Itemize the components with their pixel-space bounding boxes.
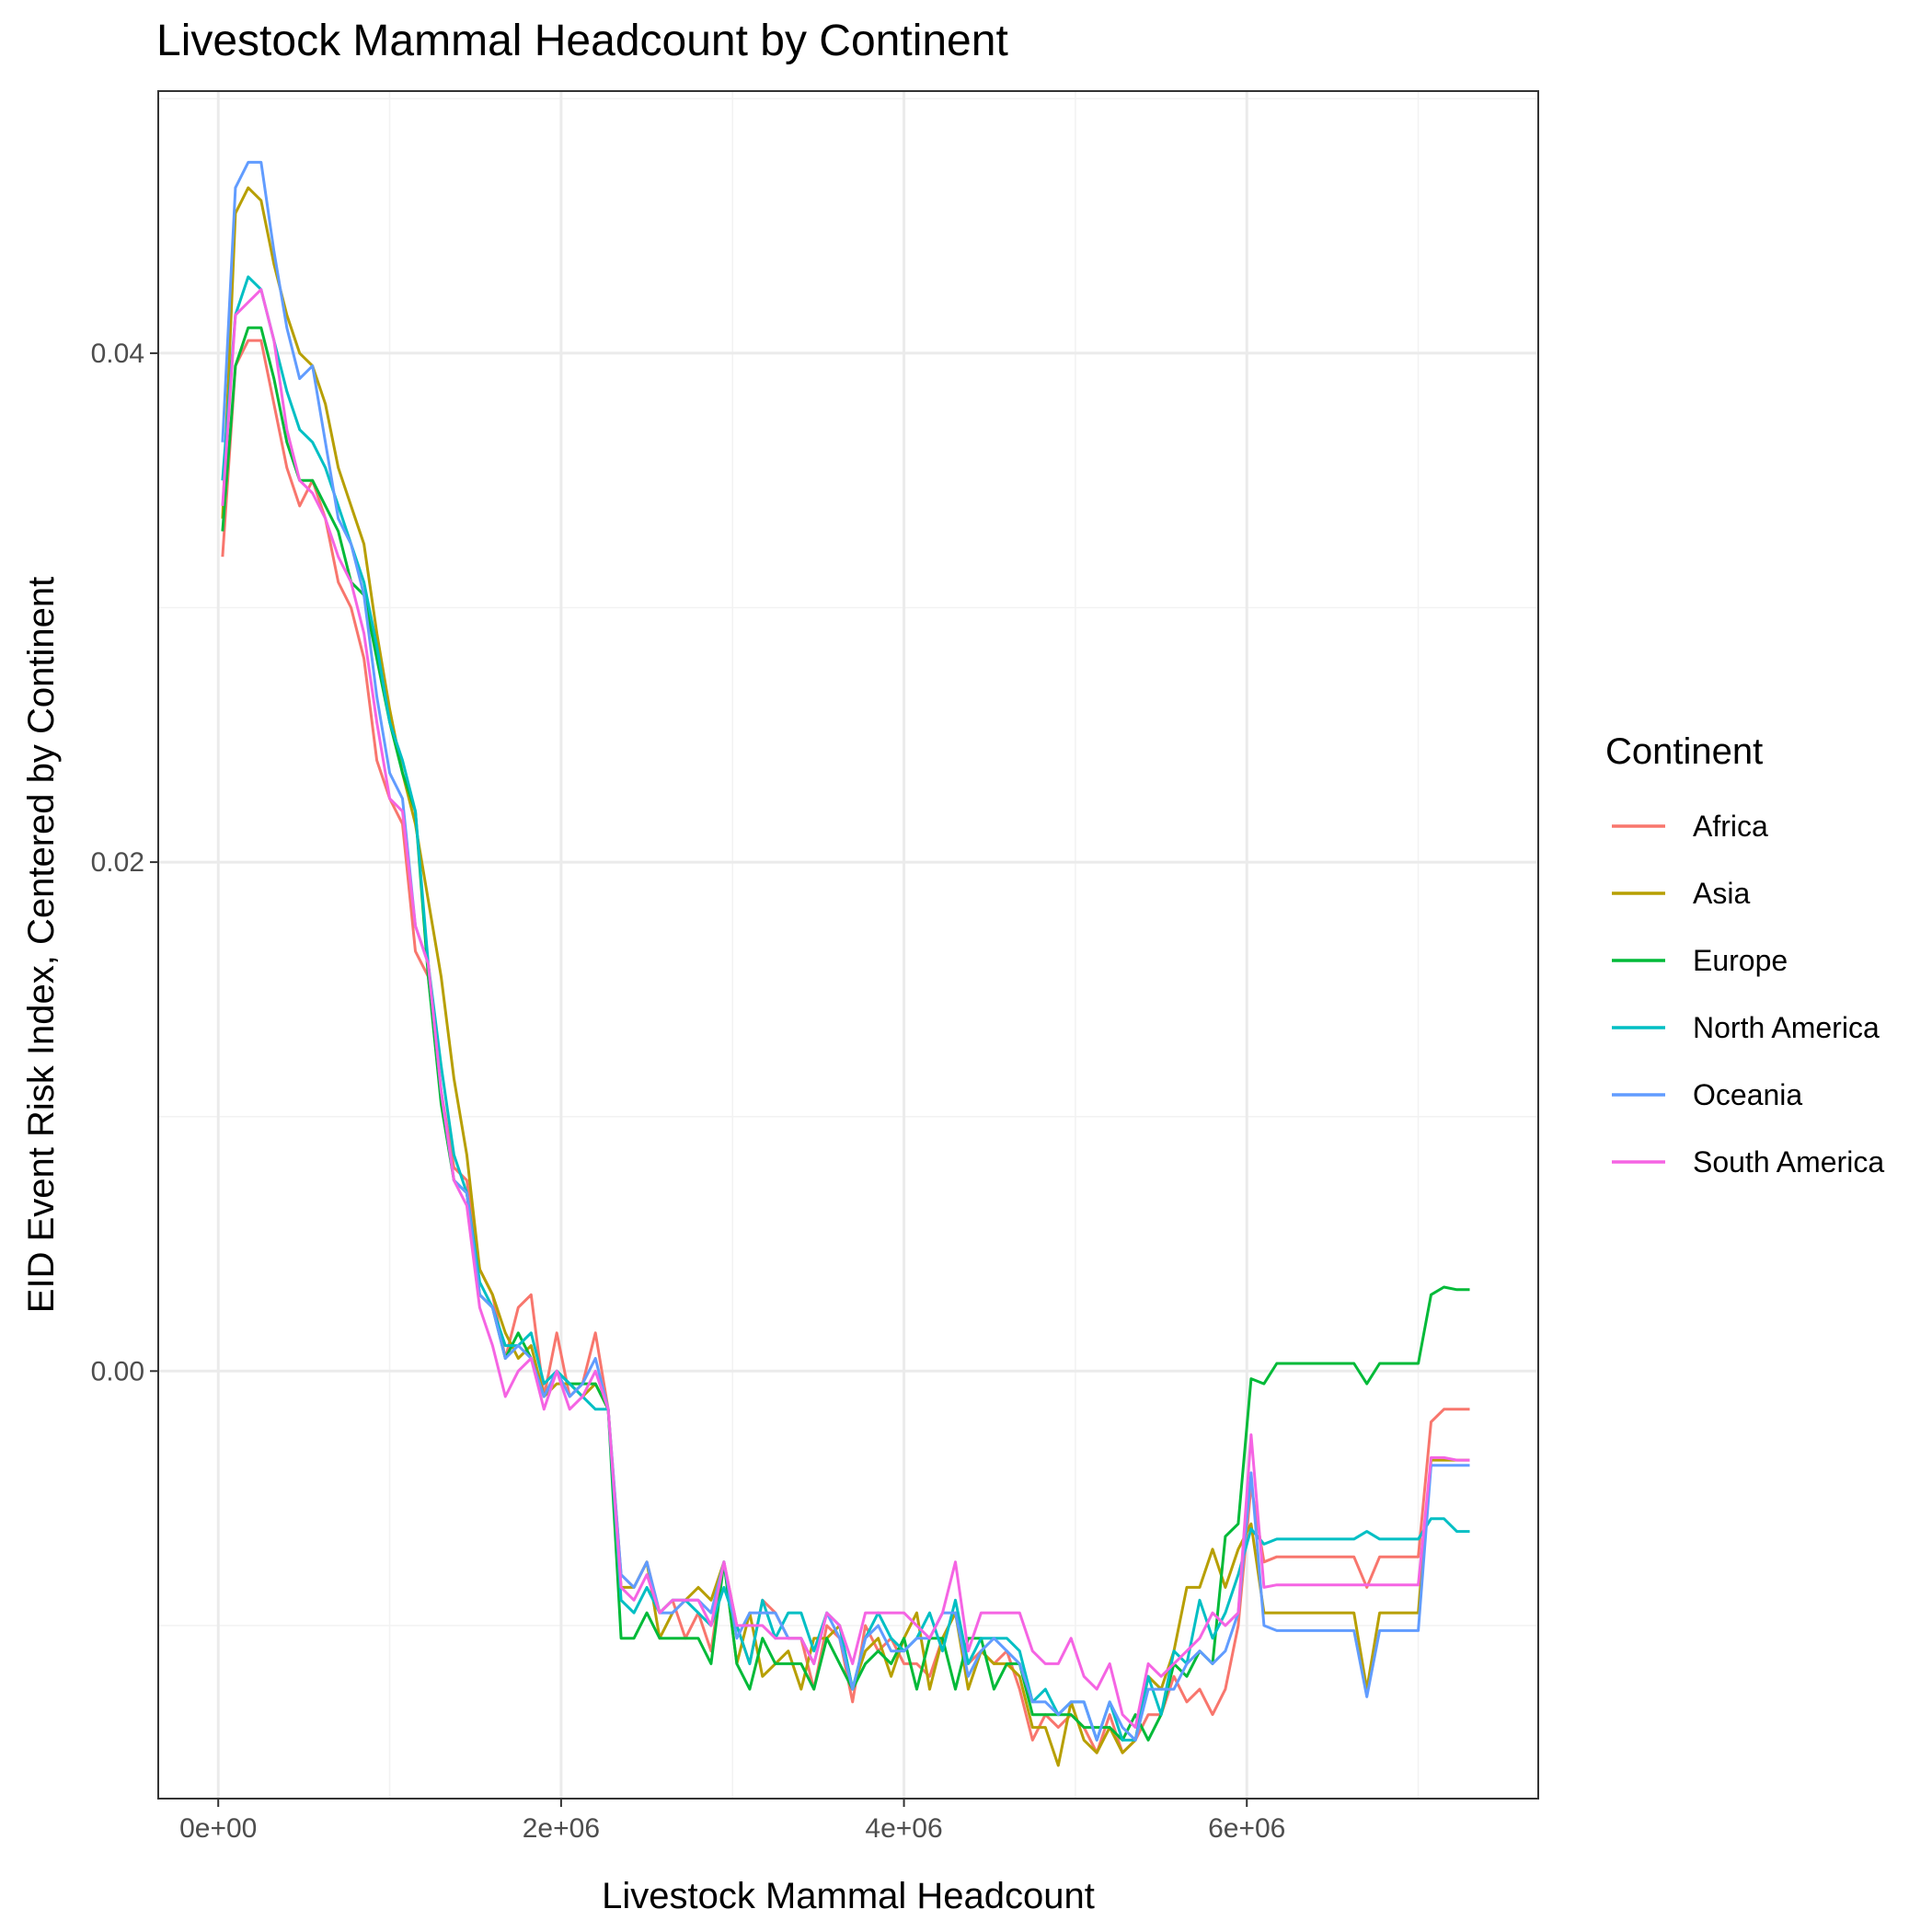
x-tick-label: 4e+06 <box>865 1813 942 1844</box>
legend-items: Africa Asia Europe North America Oceania Sout… <box>1612 810 1884 1179</box>
plot-background <box>158 91 1538 1799</box>
x-tick-label: 2e+06 <box>523 1813 600 1844</box>
legend-title: Continent <box>1605 731 1763 772</box>
major-gridlines <box>158 91 1538 1799</box>
plot-border <box>157 90 1539 1800</box>
legend-label-south-america: South America <box>1693 1145 1884 1179</box>
legend: Continent Africa Asia Europe North America O… <box>1605 731 1884 1179</box>
x-axis: 0e+00 2e+06 4e+06 6e+06 <box>179 1799 1285 1844</box>
legend-label-oceania: Oceania <box>1693 1078 1802 1111</box>
chart-title: Livestock Mammal Headcount by Continent <box>156 17 1008 65</box>
legend-label-asia: Asia <box>1693 877 1750 910</box>
y-tick-label: 0.04 <box>91 339 144 369</box>
y-tick-label: 0.00 <box>91 1356 144 1386</box>
legend-label-africa: Africa <box>1693 810 1768 843</box>
y-tick-label: 0.02 <box>91 847 144 878</box>
x-tick-label: 6e+06 <box>1208 1813 1285 1844</box>
x-tick-label: 0e+00 <box>179 1813 257 1844</box>
series-lines <box>221 160 1470 1767</box>
x-axis-title: Livestock Mammal Headcount <box>602 1876 1095 1916</box>
y-axis: 0.00 0.02 0.04 <box>91 339 158 1386</box>
legend-label-europe: Europe <box>1693 944 1788 977</box>
series-line-south-america <box>221 288 1470 1730</box>
minor-gridlines <box>158 91 1538 1799</box>
y-axis-title: EID Event Risk Index, Centered by Contin… <box>21 577 62 1313</box>
legend-label-north-america: North America <box>1693 1011 1880 1044</box>
